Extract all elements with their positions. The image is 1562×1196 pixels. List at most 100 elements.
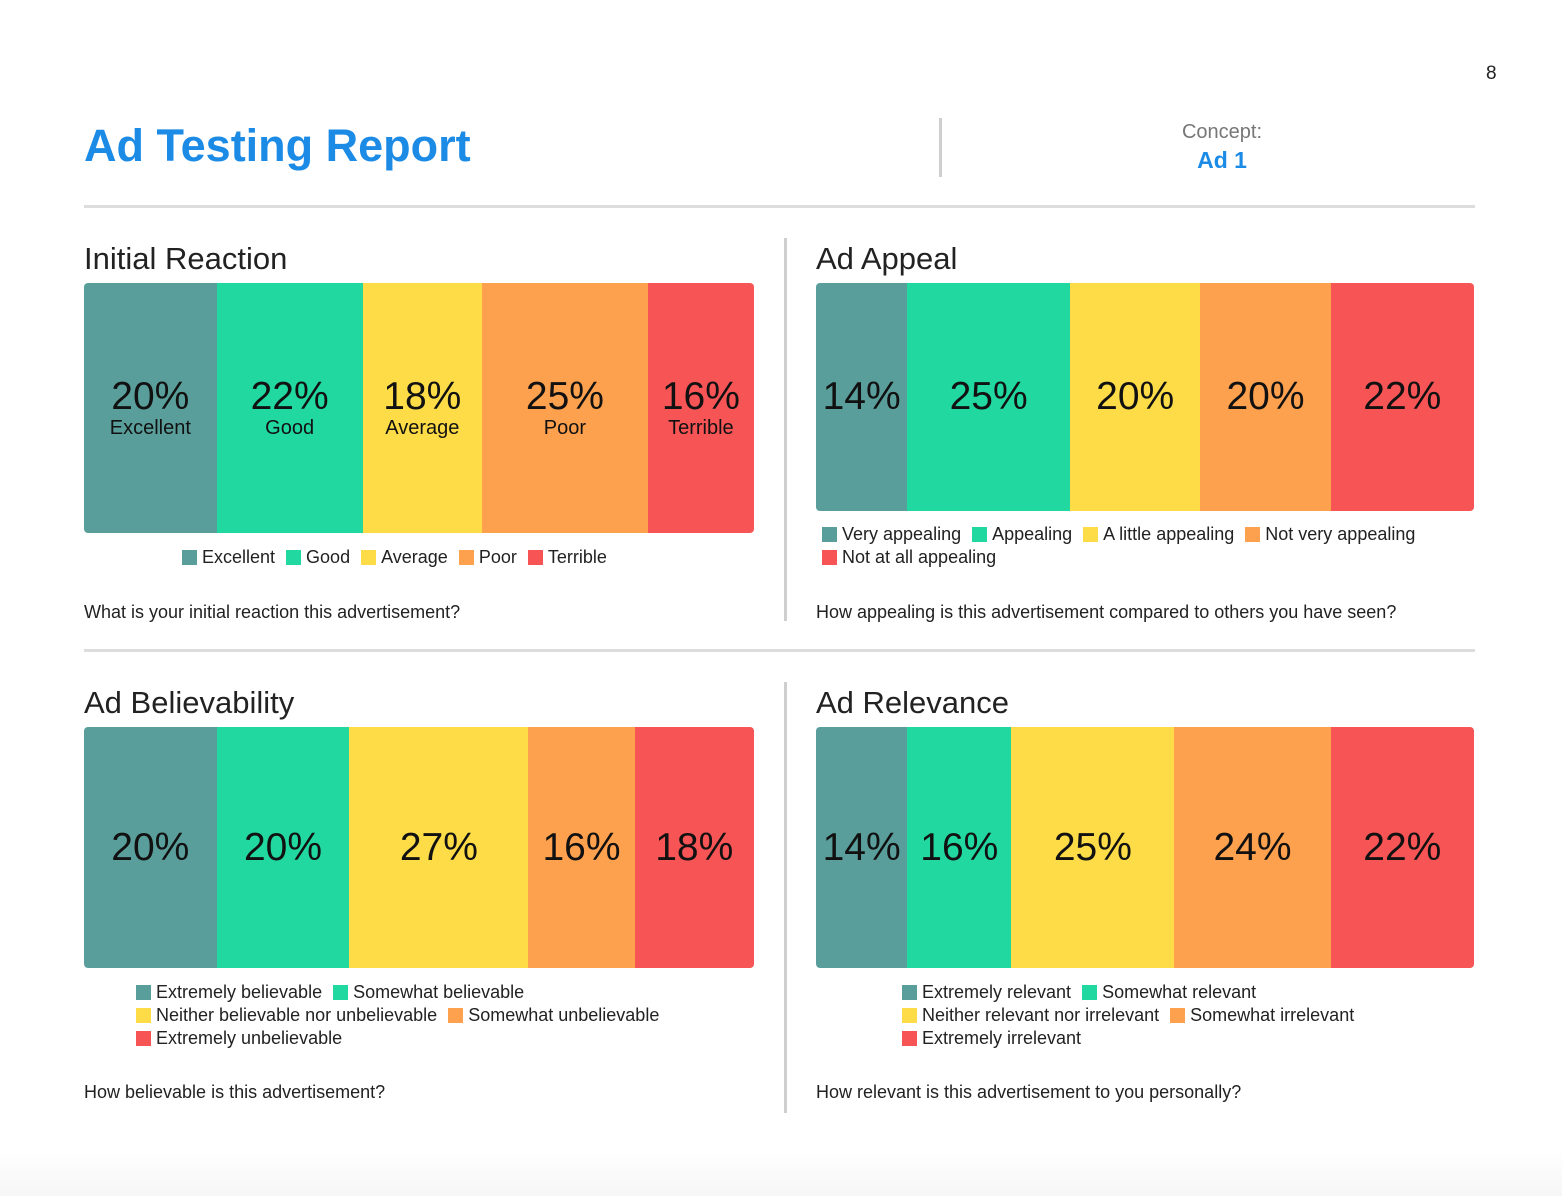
legend-swatch (1082, 985, 1098, 1000)
legend-row: Neither believable nor unbelievable Somew… (136, 1004, 670, 1027)
segment-percent: 22% (1363, 825, 1442, 869)
segment-percent: 24% (1213, 825, 1292, 869)
bar-segment: 16% (528, 727, 635, 968)
legend-swatch (136, 985, 151, 1000)
legend-swatch (1170, 1008, 1186, 1023)
question-text: What is your initial reaction this adver… (84, 602, 461, 622)
legend-label: Poor (478, 547, 517, 567)
legend-item: Terrible (527, 546, 607, 569)
segment-category: Average (385, 417, 460, 439)
segment-percent: 14% (822, 375, 901, 418)
panel-title: Ad Relevance (816, 685, 1010, 720)
legend-label: Extremely relevant (922, 982, 1072, 1002)
question-text: How relevant is this advertisement to yo… (816, 1082, 1242, 1102)
legend-swatch (902, 985, 917, 1000)
concept-label: Concept: (1181, 121, 1263, 143)
segment-label: 27% (349, 825, 528, 869)
segment-label: 20% Excellent (84, 377, 217, 440)
legend-swatch (527, 550, 543, 565)
bar-segment: 22% (1330, 283, 1474, 511)
legend-row: Excellent Good Average Poor Terrible (182, 546, 618, 569)
legend-item: Extremely irrelevant (902, 1027, 1081, 1050)
segment-category: Excellent (109, 417, 191, 439)
segment-percent: 14% (822, 825, 901, 869)
legend-item: Excellent (182, 546, 275, 569)
legend-swatch (822, 527, 837, 542)
legend-item: Extremely relevant (902, 981, 1071, 1004)
legend-item: Very appealing (822, 523, 961, 546)
legend-item: Average (361, 546, 448, 569)
legend-swatch (286, 550, 302, 565)
legend-item: Somewhat irrelevant (1170, 1004, 1354, 1027)
panel-ad-believability: Ad Believability 20% 20% 27% 16% 18% Extreme… (84, 685, 755, 1110)
segment-percent: 16% (920, 825, 999, 869)
legend-item: Somewhat believable (333, 981, 524, 1004)
legend-label: Somewhat relevant (1102, 982, 1257, 1002)
legend-item: Appealing (972, 523, 1072, 546)
segment-label: 16% Terrible (648, 375, 754, 440)
segment-label: 22% (1331, 825, 1474, 869)
column-divider-bottom (784, 682, 787, 1113)
bar-segment: 20% (84, 727, 217, 968)
legend-label: Not very appealing (1265, 524, 1416, 544)
page-number: 8 (1486, 63, 1497, 84)
legend-item: Somewhat unbelievable (448, 1004, 659, 1027)
segment-category: Poor (543, 417, 587, 439)
segment-percent: 16% (542, 825, 621, 869)
bar-segment: 25% Poor (482, 283, 648, 533)
bar-segment: 16% Terrible (647, 283, 754, 533)
bar-segment: 27% (349, 727, 529, 968)
legend-swatch (136, 1008, 151, 1023)
segment-label: 24% (1174, 825, 1330, 869)
segment-label: 25% (907, 377, 1070, 417)
legend-row: Extremely irrelevant (902, 1027, 1365, 1050)
legend-item: Neither relevant nor irrelevant (902, 1004, 1159, 1027)
bar-segment: 20% Excellent (84, 283, 217, 533)
segment-label: 20% (1200, 377, 1330, 417)
segment-percent: 20% (243, 825, 323, 869)
legend-row: Extremely relevant Somewhat relevant (902, 981, 1365, 1004)
bar-segment: 25% (1011, 727, 1175, 968)
panel-initial-reaction: Initial Reaction 20% Excellent 22% Good 18% A… (84, 241, 755, 631)
legend-swatch (902, 1008, 917, 1023)
stacked-bar: 20% Excellent 22% Good 18% Average 25% Poor 16% T… (84, 283, 754, 533)
segment-category: Good (265, 417, 315, 439)
question-text: How believable is this advertisement? (84, 1082, 386, 1102)
column-divider-top (784, 238, 787, 621)
segment-label: 20% (84, 827, 217, 868)
legend-item: Poor (458, 546, 517, 569)
legend: Extremely believable Somewhat believable N… (136, 981, 670, 1050)
segment-percent: 20% (1226, 375, 1305, 418)
footer-band (0, 1150, 1562, 1196)
panel-title: Ad Believability (84, 685, 295, 720)
header-divider (939, 118, 942, 177)
segment-percent: 27% (399, 825, 478, 869)
legend-swatch (333, 985, 349, 1000)
legend-row: Very appealing Appealing A little appealin… (822, 523, 1426, 546)
segment-percent: 22% (250, 375, 329, 418)
question-text: How appealing is this advertisement comp… (816, 602, 1397, 622)
segment-label: 22% Good (217, 375, 363, 440)
legend-swatch (361, 550, 377, 565)
legend-item: Good (286, 546, 350, 569)
section-rule (84, 649, 1475, 652)
bar-segment: 25% (907, 283, 1071, 511)
segment-label: 20% (217, 825, 350, 869)
legend-item: Extremely unbelievable (136, 1027, 342, 1050)
legend-item: Neither believable nor unbelievable (136, 1004, 437, 1027)
concept-value: Ad 1 (1197, 147, 1247, 173)
bar-segment: 18% (634, 727, 754, 968)
segment-label: 16% (528, 825, 634, 869)
segment-percent: 16% (661, 375, 740, 418)
legend-label: Excellent (202, 547, 276, 567)
legend-item: Not very appealing (1245, 523, 1415, 546)
bar-segment: 20% (1070, 283, 1201, 511)
stacked-bar: 14% 25% 20% 20% 22% (816, 283, 1474, 511)
legend-swatch (182, 550, 197, 565)
legend-label: Neither believable nor unbelievable (156, 1005, 438, 1025)
header-rule (84, 205, 1475, 208)
legend-swatch (902, 1031, 917, 1046)
legend-row: Neither relevant nor irrelevant Somewhat … (902, 1004, 1365, 1027)
segment-label: 14% (816, 825, 907, 869)
legend-item: Not at all appealing (822, 546, 996, 569)
